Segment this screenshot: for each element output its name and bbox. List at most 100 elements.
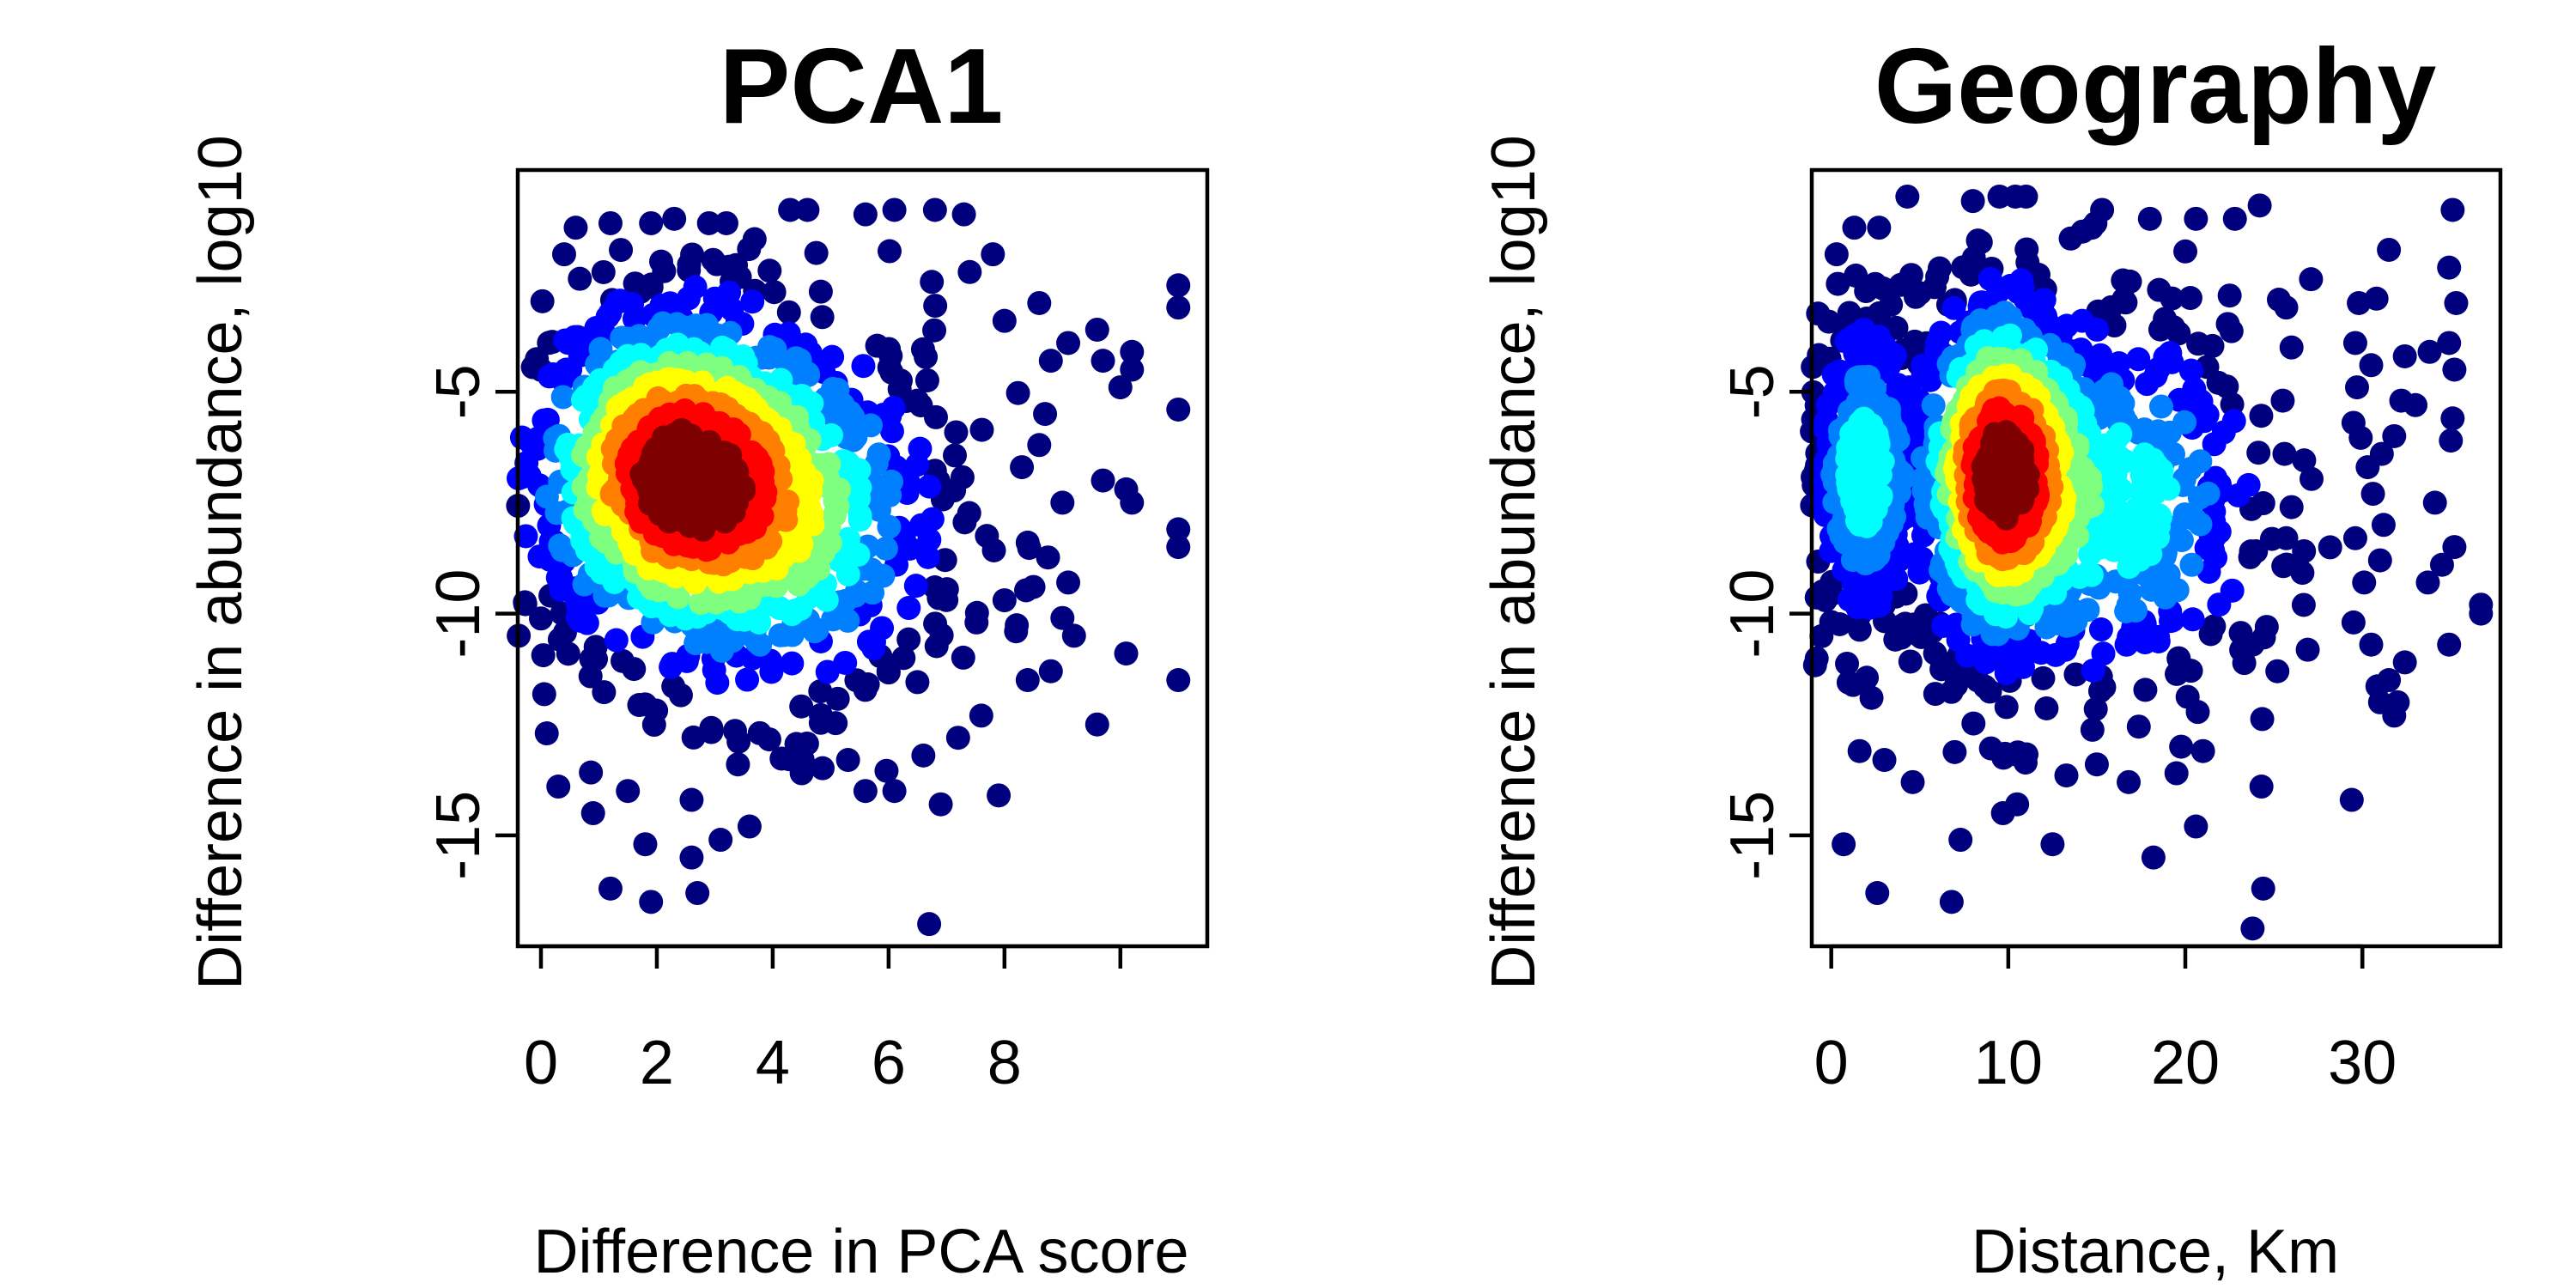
data-point [903, 574, 928, 598]
data-point [762, 280, 787, 305]
data-point [1084, 317, 1109, 342]
data-point [1804, 646, 1829, 671]
data-point [2034, 696, 2059, 720]
data-point [952, 510, 977, 535]
data-point [723, 719, 748, 744]
data-point [923, 611, 948, 636]
plot-area-geography: -5 -10 -15 0 10 20 30 [1718, 167, 2503, 1097]
data-point [563, 216, 588, 240]
data-point [699, 715, 724, 740]
data-point [639, 890, 664, 914]
data-point [1939, 890, 1964, 914]
data-point [853, 202, 878, 227]
data-point [922, 575, 947, 600]
data-point [2369, 441, 2394, 466]
data-point [2246, 440, 2271, 465]
data-point [2222, 206, 2247, 231]
data-point [1847, 738, 1872, 763]
data-point [981, 242, 1005, 267]
data-point [2249, 775, 2274, 799]
data-point [810, 756, 835, 781]
data-point [735, 667, 760, 692]
data-point [2186, 331, 2211, 356]
data-point [808, 702, 833, 727]
data-point [2206, 370, 2231, 395]
data-point [944, 420, 969, 445]
data-point [2084, 752, 2109, 777]
x-tick-label: 20 [2151, 1029, 2220, 1097]
data-point [2202, 614, 2227, 639]
data-point [1015, 530, 1040, 555]
y-tick-label: -15 [424, 791, 493, 880]
data-point [2005, 792, 2030, 817]
data-point [2148, 317, 2172, 342]
data-point [1872, 748, 1897, 773]
data-point [550, 385, 575, 410]
data-point [2392, 650, 2417, 675]
data-point [808, 279, 833, 304]
data-point [2339, 787, 2364, 812]
data-point [583, 635, 608, 659]
data-point [2444, 290, 2469, 315]
data-point [2166, 321, 2191, 346]
data-point [2166, 646, 2191, 671]
data-point [769, 746, 794, 771]
data-point [2422, 490, 2447, 515]
data-point [1166, 397, 1191, 422]
data-point [1166, 668, 1191, 693]
data-point [917, 912, 942, 937]
data-point [905, 670, 930, 695]
x-axis-label: Distance, Km [1971, 1218, 2339, 1286]
panel-pca1: PCA1 Difference in abundance, log10 Diff… [186, 27, 1210, 1286]
data-point [2247, 193, 2272, 218]
data-point [1015, 668, 1040, 693]
data-point [1038, 349, 1063, 374]
data-point [987, 783, 1012, 808]
data-point [1824, 242, 1849, 267]
y-tick-label: -10 [1718, 569, 1787, 659]
data-point [2341, 410, 2366, 435]
data-point [662, 206, 687, 231]
data-point [1903, 284, 1928, 309]
data-point [551, 242, 576, 267]
y-tick-label: -5 [1718, 364, 1787, 419]
data-point [2160, 286, 2184, 311]
data-point [1921, 393, 1946, 418]
data-point [2385, 690, 2410, 714]
data-point [526, 436, 550, 461]
x-tick-label: 0 [524, 1029, 558, 1097]
data-point [2299, 267, 2324, 292]
data-point [2403, 392, 2428, 417]
data-point [740, 289, 765, 314]
data-point [789, 694, 814, 719]
data-point [2126, 347, 2151, 372]
y-axis-label: Difference in abundance, log10 [1479, 135, 1548, 989]
data-point [2437, 255, 2462, 280]
data-point [2345, 375, 2370, 400]
data-point [1056, 331, 1081, 355]
data-point [1895, 184, 1920, 209]
data-point [879, 419, 904, 444]
data-point [943, 443, 968, 468]
data-point [2184, 206, 2208, 231]
data-point [679, 787, 704, 812]
data-point [592, 680, 617, 705]
data-point [776, 300, 801, 325]
data-point [1994, 695, 2019, 720]
data-point [1004, 619, 1029, 644]
data-point [922, 318, 947, 343]
data-point [2184, 814, 2208, 839]
data-point [1816, 309, 1841, 334]
data-point [2137, 206, 2162, 231]
data-point [1021, 574, 1046, 599]
data-point [1114, 641, 1139, 666]
data-point [2083, 696, 2108, 721]
data-point [1050, 490, 1075, 515]
data-point [2240, 632, 2265, 657]
data-point [2173, 239, 2198, 264]
data-point [2279, 335, 2304, 360]
data-point [2178, 358, 2203, 383]
data-point [920, 270, 945, 295]
data-point [737, 814, 762, 839]
